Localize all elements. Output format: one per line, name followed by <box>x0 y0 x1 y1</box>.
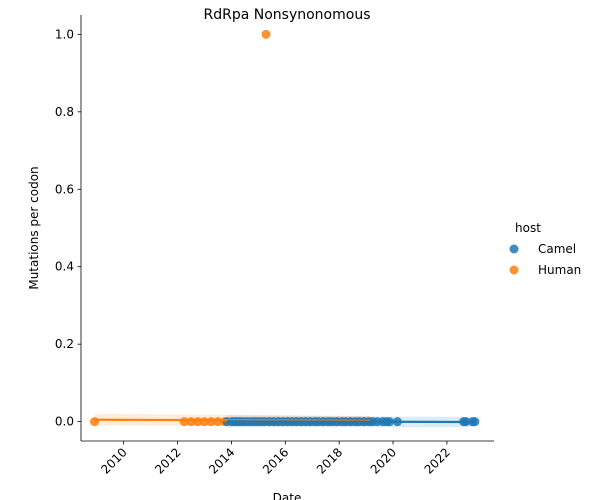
legend-marker-human <box>509 265 519 275</box>
x-tick-label: 2010 <box>98 445 129 476</box>
x-tick-label: 2016 <box>260 445 291 476</box>
human-point <box>89 417 99 427</box>
legend-label-human: Human <box>538 263 581 277</box>
x-tick-label: 2022 <box>422 445 453 476</box>
x-tick-label: 2018 <box>314 445 345 476</box>
legend-marker-camel <box>509 244 519 254</box>
legend: host Camel Human <box>509 221 581 277</box>
x-tick-label: 2014 <box>206 445 237 476</box>
y-ticks: 0.0 0.2 0.4 0.6 0.8 1.0 <box>55 27 81 429</box>
camel-trend-line <box>226 420 475 424</box>
x-axis-label: Date <box>273 491 302 500</box>
legend-label-camel: Camel <box>538 242 576 256</box>
x-tick-label: 2020 <box>368 445 399 476</box>
y-tick-label: 1.0 <box>55 27 74 41</box>
y-tick-label: 0.6 <box>55 182 74 196</box>
y-tick-label: 0.0 <box>55 415 74 429</box>
x-tick-label: 2012 <box>152 445 183 476</box>
legend-title: host <box>515 221 541 235</box>
x-ticks: 2010 2012 2014 2016 2018 2020 2022 <box>98 441 453 477</box>
points-layer <box>89 29 480 427</box>
human-point <box>261 29 271 39</box>
y-tick-label: 0.4 <box>55 260 74 274</box>
trend-lines <box>94 418 475 424</box>
y-tick-label: 0.2 <box>55 337 74 351</box>
y-tick-label: 0.8 <box>55 105 74 119</box>
y-axis-label: Mutations per codon <box>27 166 41 289</box>
chart-title: RdRpa Nonsynonomous <box>204 7 371 23</box>
